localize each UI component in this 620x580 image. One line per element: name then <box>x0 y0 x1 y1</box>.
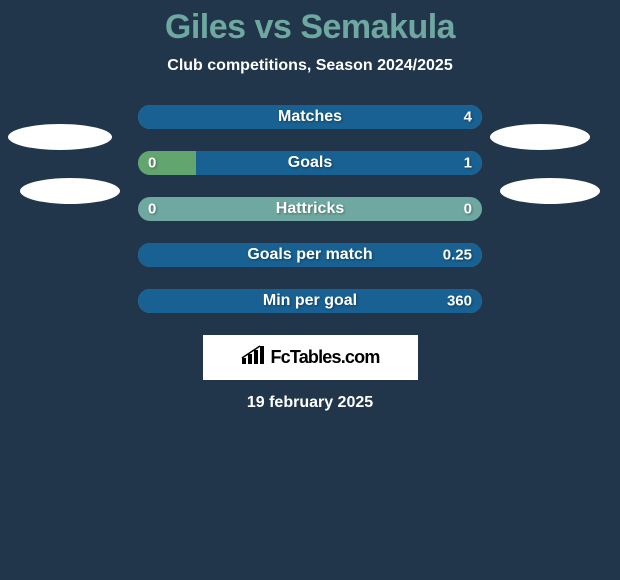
decorative-ellipse <box>8 124 112 150</box>
bars-icon <box>240 344 266 371</box>
decorative-ellipse <box>490 124 590 150</box>
vs-text: vs <box>255 8 292 46</box>
page-title: Giles vs Semakula <box>0 0 620 47</box>
stat-label: Goals <box>288 154 332 172</box>
brand-text: FcTables.com <box>270 347 379 368</box>
stat-value-right: 4 <box>464 109 472 126</box>
stat-row: Matches 4 <box>138 105 482 129</box>
stat-value-left: 0 <box>148 201 156 218</box>
date-text: 19 february 2025 <box>0 394 620 412</box>
subtitle: Club competitions, Season 2024/2025 <box>0 57 620 75</box>
comparison-infographic: Giles vs Semakula Club competitions, Sea… <box>0 0 620 580</box>
decorative-ellipse <box>20 178 120 204</box>
stat-value-right: 0.25 <box>443 247 472 264</box>
stat-value-left: 0 <box>148 155 156 172</box>
stat-label: Goals per match <box>247 246 372 264</box>
stat-label: Hattricks <box>276 200 344 218</box>
stat-row: Goals per match 0.25 <box>138 243 482 267</box>
player-b-name: Semakula <box>300 8 455 46</box>
stat-row: Goals 0 1 <box>138 151 482 175</box>
stat-value-right: 0 <box>464 201 472 218</box>
stat-label: Matches <box>278 108 342 126</box>
stats-area: Matches 4 Goals 0 1 Hattricks 0 0 Goals per matc… <box>138 105 482 313</box>
stat-value-right: 360 <box>447 293 472 310</box>
brand-box: FcTables.com <box>203 335 418 380</box>
stat-label: Min per goal <box>263 292 357 310</box>
stat-right-fill <box>196 151 482 175</box>
player-a-name: Giles <box>165 8 246 46</box>
stat-row: Min per goal 360 <box>138 289 482 313</box>
stat-row: Hattricks 0 0 <box>138 197 482 221</box>
stat-value-right: 1 <box>464 155 472 172</box>
decorative-ellipse <box>500 178 600 204</box>
stat-left-fill <box>138 151 196 175</box>
